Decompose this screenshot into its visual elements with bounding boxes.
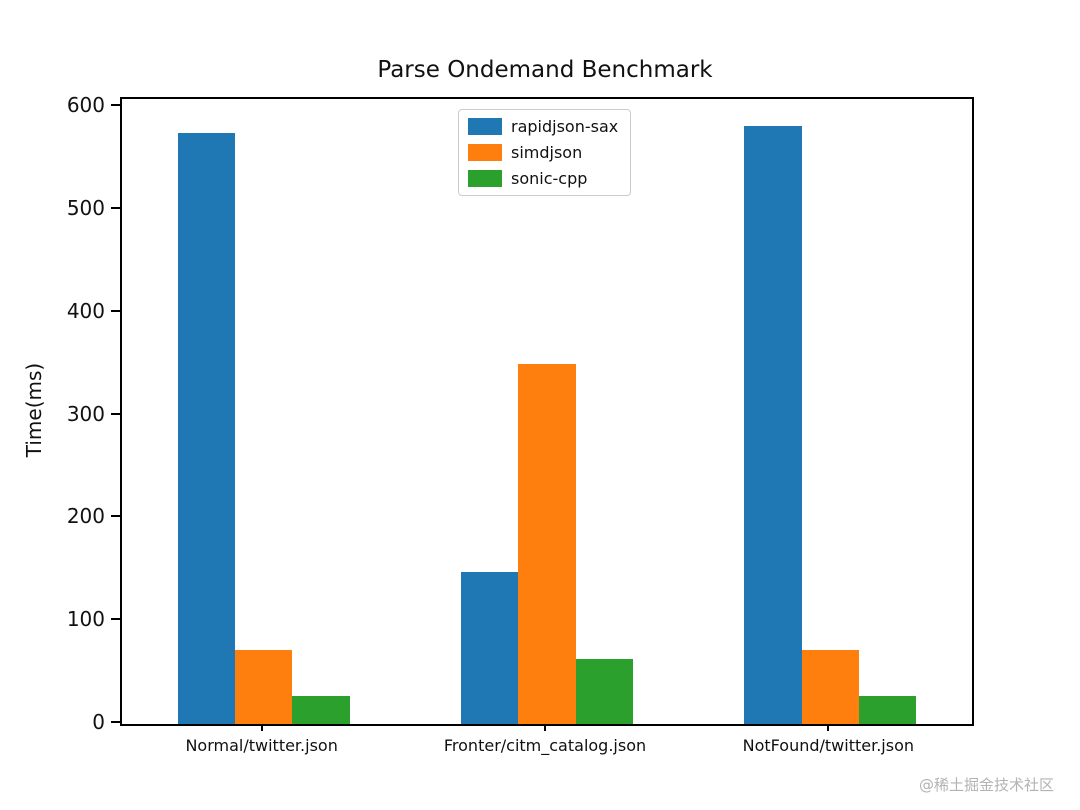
- y-tick-label: 200: [66, 504, 105, 529]
- legend-item: sonic-cpp: [468, 169, 618, 188]
- y-tick-mark: [111, 104, 120, 106]
- bar-rapidjson-sax: [177, 132, 235, 724]
- plot-area: rapidjson-sax simdjson sonic-cpp: [120, 97, 974, 726]
- x-tick-mark: [544, 724, 546, 731]
- x-tick-label: Fronter/citm_catalog.json: [443, 736, 647, 755]
- bar-rapidjson-sax: [744, 125, 802, 724]
- legend-item: simdjson: [468, 143, 618, 162]
- bar-simdjson: [801, 649, 859, 724]
- y-tick-mark: [111, 515, 120, 518]
- bar-sonic-cpp: [858, 696, 917, 724]
- legend: rapidjson-sax simdjson sonic-cpp: [458, 109, 632, 196]
- bar-rapidjson-sax: [461, 571, 519, 724]
- legend-item: rapidjson-sax: [468, 117, 618, 136]
- bar-sonic-cpp: [575, 659, 633, 724]
- y-tick-label: 500: [66, 195, 105, 220]
- y-tick-mark: [111, 206, 120, 209]
- y-tick-mark: [111, 721, 120, 723]
- y-tick-mark: [111, 412, 120, 415]
- legend-label: rapidjson-sax: [511, 117, 619, 136]
- x-tick-label: NotFound/twitter.json: [742, 736, 915, 755]
- watermark: @稀土掘金技术社区: [918, 776, 1054, 794]
- chart-title: Parse Ondemand Benchmark: [377, 57, 713, 83]
- y-tick-label: 300: [66, 401, 105, 426]
- y-tick-label: 100: [66, 607, 105, 632]
- legend-swatch-simdjson: [468, 144, 502, 161]
- legend-swatch-sonic-cpp: [468, 170, 502, 187]
- x-tick-mark: [260, 724, 263, 731]
- bar-simdjson: [235, 649, 293, 724]
- legend-swatch-rapidjson-sax: [468, 118, 502, 135]
- x-tick-label: Normal/twitter.json: [185, 736, 338, 755]
- legend-label: sonic-cpp: [511, 169, 588, 188]
- y-tick-mark: [111, 309, 120, 312]
- bar-simdjson: [518, 364, 576, 724]
- x-tick-mark: [827, 724, 830, 731]
- y-tick-label: 400: [66, 298, 105, 323]
- y-tick-label: 0: [92, 710, 105, 734]
- y-tick-mark: [111, 618, 120, 621]
- y-tick-label: 600: [66, 93, 105, 117]
- legend-label: simdjson: [511, 143, 583, 162]
- bar-sonic-cpp: [292, 696, 350, 724]
